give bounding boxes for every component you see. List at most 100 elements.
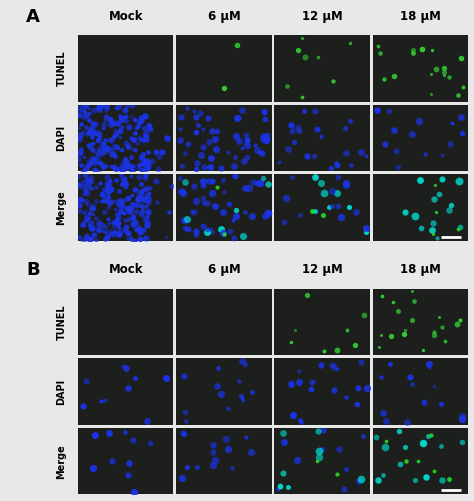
Point bbox=[403, 418, 411, 426]
Point bbox=[130, 115, 138, 123]
Point bbox=[121, 178, 129, 186]
Point bbox=[112, 104, 119, 112]
Point bbox=[181, 149, 189, 157]
Point bbox=[87, 205, 94, 213]
Point bbox=[129, 220, 137, 228]
Point bbox=[192, 165, 200, 173]
Point bbox=[83, 189, 91, 197]
Point bbox=[206, 163, 213, 171]
Text: Mock: Mock bbox=[109, 10, 143, 23]
Point bbox=[284, 483, 292, 491]
Point bbox=[108, 230, 115, 238]
Point bbox=[165, 208, 173, 216]
Point bbox=[138, 155, 146, 163]
Point bbox=[143, 161, 150, 169]
Point bbox=[117, 228, 124, 236]
Point bbox=[253, 179, 260, 187]
Point bbox=[118, 145, 126, 153]
Point bbox=[122, 364, 130, 372]
Point bbox=[134, 195, 142, 203]
Point bbox=[435, 190, 443, 198]
Point bbox=[99, 190, 106, 198]
Point bbox=[120, 164, 128, 172]
Point bbox=[183, 104, 191, 112]
Point bbox=[261, 107, 268, 115]
Point bbox=[90, 127, 97, 135]
Point bbox=[96, 179, 104, 187]
Point bbox=[81, 170, 88, 178]
Point bbox=[239, 396, 246, 404]
Point bbox=[311, 107, 319, 115]
Point bbox=[101, 136, 109, 144]
Point bbox=[80, 113, 88, 121]
Point bbox=[264, 134, 271, 142]
Point bbox=[391, 126, 398, 134]
Point bbox=[137, 192, 145, 200]
Point bbox=[385, 107, 393, 115]
Point bbox=[234, 114, 242, 122]
Point bbox=[136, 228, 144, 236]
Point bbox=[205, 138, 213, 146]
Point bbox=[241, 360, 249, 368]
Point bbox=[241, 208, 249, 216]
Point bbox=[88, 133, 95, 141]
Point bbox=[95, 101, 102, 109]
Point bbox=[159, 148, 166, 156]
Point bbox=[224, 148, 232, 156]
Point bbox=[145, 206, 152, 214]
Point bbox=[81, 178, 88, 186]
Point bbox=[107, 176, 114, 184]
Point bbox=[94, 225, 101, 233]
Point bbox=[239, 232, 247, 240]
Point bbox=[128, 163, 135, 171]
Point bbox=[332, 159, 339, 167]
Point bbox=[89, 463, 97, 471]
Point bbox=[249, 178, 256, 186]
Point bbox=[374, 42, 382, 50]
Point bbox=[430, 331, 438, 339]
Point bbox=[440, 64, 448, 72]
Point bbox=[259, 132, 266, 140]
Point bbox=[289, 127, 296, 135]
Point bbox=[91, 166, 99, 174]
Point bbox=[115, 102, 123, 110]
Point bbox=[85, 128, 93, 136]
Point bbox=[128, 209, 135, 217]
Point bbox=[345, 202, 352, 210]
Point bbox=[96, 159, 103, 167]
Point bbox=[116, 207, 124, 215]
Point bbox=[84, 141, 91, 149]
Point bbox=[145, 158, 153, 166]
Point bbox=[232, 212, 240, 220]
Point bbox=[88, 173, 95, 181]
Point bbox=[162, 374, 170, 382]
Point bbox=[438, 175, 446, 183]
Point bbox=[246, 184, 253, 192]
Point bbox=[408, 287, 416, 295]
Point bbox=[362, 227, 370, 235]
Point bbox=[116, 196, 123, 204]
Point bbox=[74, 172, 82, 180]
Point bbox=[121, 106, 128, 114]
Point bbox=[100, 124, 107, 132]
Point bbox=[130, 236, 138, 244]
Point bbox=[212, 145, 220, 153]
Point bbox=[155, 153, 163, 161]
Point bbox=[131, 146, 138, 154]
Point bbox=[203, 199, 211, 207]
Point bbox=[342, 393, 350, 401]
Point bbox=[379, 471, 386, 479]
Point bbox=[219, 176, 226, 184]
Point bbox=[328, 187, 336, 195]
Point bbox=[115, 121, 123, 129]
Point bbox=[144, 183, 151, 191]
Point bbox=[357, 358, 365, 366]
Point bbox=[126, 207, 134, 215]
Point bbox=[296, 211, 303, 219]
Point bbox=[142, 132, 150, 140]
Point bbox=[109, 163, 117, 171]
Point bbox=[419, 346, 427, 354]
Point bbox=[108, 150, 116, 158]
Point bbox=[219, 208, 227, 216]
Point bbox=[313, 125, 320, 133]
